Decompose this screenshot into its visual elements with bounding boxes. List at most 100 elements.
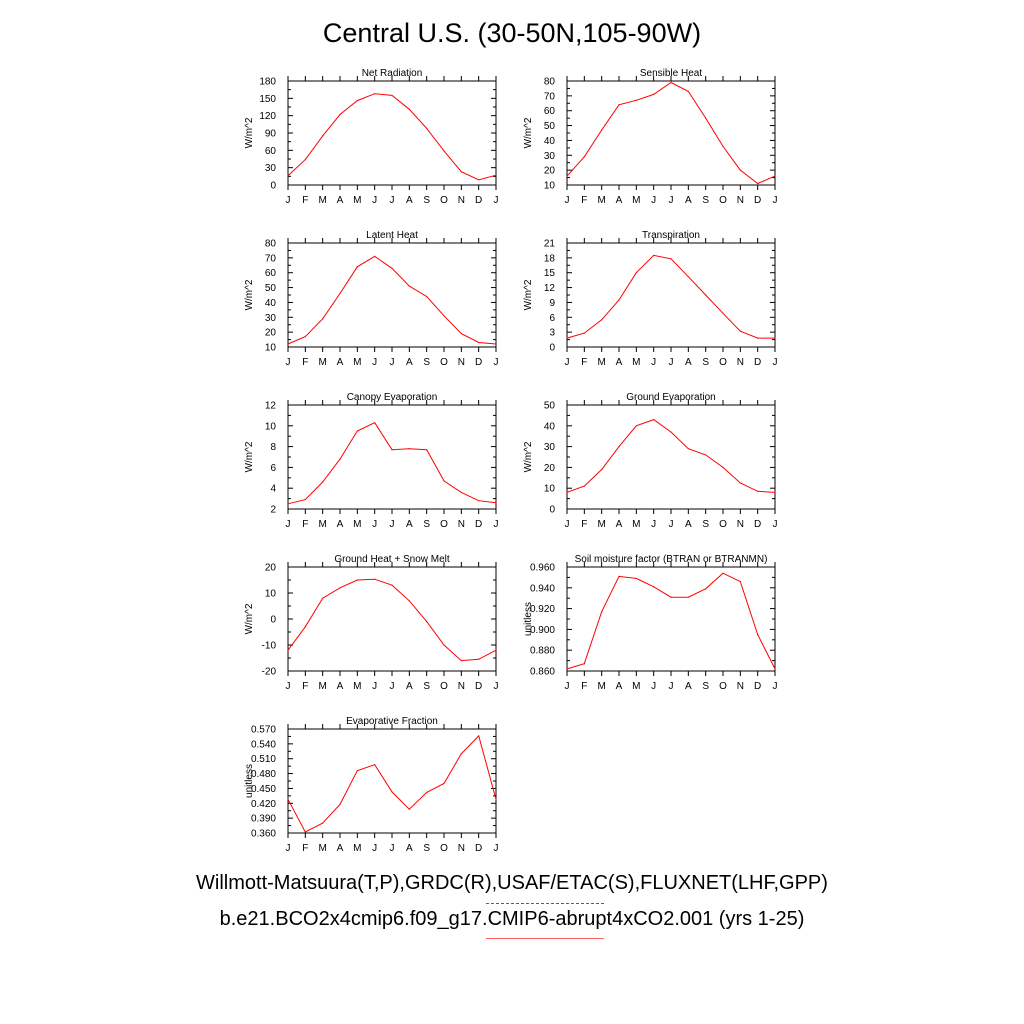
x-tick-label: J xyxy=(494,681,499,692)
x-tick-label: N xyxy=(737,681,744,692)
x-tick-label: J xyxy=(773,195,778,206)
x-tick-label: J xyxy=(390,681,395,692)
data-point xyxy=(374,255,376,257)
y-tick-label: 0.860 xyxy=(530,667,555,678)
y-tick-label: 0.880 xyxy=(530,646,555,657)
y-axis-label: W/m^2 xyxy=(244,441,255,472)
model-legend-text: b.e21.BCO2x4cmip6.f09_g17.CMIP6-abrupt4x… xyxy=(219,908,805,930)
x-tick-label: M xyxy=(353,357,361,368)
x-tick-label: J xyxy=(390,357,395,368)
data-point xyxy=(443,150,445,152)
y-tick-label: 120 xyxy=(259,111,276,122)
x-tick-label: M xyxy=(353,681,361,692)
y-tick-label: 50 xyxy=(544,401,556,412)
y-tick-label: 30 xyxy=(544,151,556,162)
x-tick-label: N xyxy=(737,357,744,368)
x-tick-label: M xyxy=(353,843,361,854)
data-point xyxy=(478,500,480,502)
data-point xyxy=(408,808,410,810)
chart-title: Ground Heat + Snow Melt xyxy=(334,554,450,565)
x-tick-label: D xyxy=(475,681,482,692)
data-point xyxy=(722,466,724,468)
y-tick-label: 60 xyxy=(265,268,277,279)
data-point xyxy=(757,634,759,636)
x-tick-label: S xyxy=(423,519,430,530)
x-tick-label: J xyxy=(565,195,570,206)
data-point xyxy=(322,822,324,824)
chart-title: Latent Heat xyxy=(366,230,418,241)
data-point xyxy=(304,499,306,501)
data-point xyxy=(426,621,428,623)
y-tick-label: 40 xyxy=(265,298,277,309)
x-tick-label: A xyxy=(616,195,623,206)
x-tick-label: J xyxy=(372,357,377,368)
plot-frame xyxy=(287,728,497,834)
data-point xyxy=(478,658,480,660)
data-point xyxy=(322,597,324,599)
x-tick-label: N xyxy=(737,195,744,206)
observations-legend-line xyxy=(486,903,604,904)
chart-title: Net Radiation xyxy=(362,68,423,79)
x-tick-label: J xyxy=(669,519,674,530)
x-tick-label: N xyxy=(458,843,465,854)
x-tick-label: F xyxy=(581,681,587,692)
data-point xyxy=(774,491,776,493)
y-tick-label: 10 xyxy=(265,343,277,354)
x-tick-label: J xyxy=(565,681,570,692)
y-tick-label: 0.510 xyxy=(251,754,276,765)
y-tick-label: 70 xyxy=(544,91,556,102)
data-point xyxy=(635,99,637,101)
x-tick-label: D xyxy=(475,519,482,530)
data-point xyxy=(356,770,358,772)
y-tick-label: 0 xyxy=(270,181,276,192)
data-point xyxy=(739,169,741,171)
data-point xyxy=(670,81,672,84)
x-tick-label: S xyxy=(702,195,709,206)
x-tick-label: J xyxy=(651,681,656,692)
y-tick-label: 0.900 xyxy=(530,625,555,636)
y-tick-label: 9 xyxy=(549,298,555,309)
data-point xyxy=(304,336,306,338)
data-point xyxy=(670,258,672,260)
y-tick-label: 0.570 xyxy=(251,725,276,736)
data-point xyxy=(670,596,672,598)
data-point xyxy=(583,332,585,334)
chart-title: Sensible Heat xyxy=(640,68,702,79)
chart-panel-8: Soil moisture factor (BTRAN or BTRANMN) u… xyxy=(523,554,778,692)
y-axis-label: W/m^2 xyxy=(523,117,534,148)
x-tick-label: N xyxy=(458,195,465,206)
y-axis-label: W/m^2 xyxy=(244,117,255,148)
series-line xyxy=(566,572,776,670)
y-tick-label: 0 xyxy=(270,615,276,626)
x-tick-label: A xyxy=(616,681,623,692)
y-tick-label: 21 xyxy=(544,239,556,250)
x-tick-label: J xyxy=(651,519,656,530)
y-tick-label: 0 xyxy=(549,343,555,354)
data-point xyxy=(687,448,689,450)
y-tick-label: 2 xyxy=(270,505,276,516)
x-tick-label: N xyxy=(458,519,465,530)
x-tick-label: D xyxy=(754,357,761,368)
data-point xyxy=(635,425,637,427)
x-tick-label: O xyxy=(719,357,727,368)
x-tick-label: S xyxy=(423,357,430,368)
x-tick-label: J xyxy=(651,195,656,206)
data-point xyxy=(356,266,358,268)
data-point xyxy=(356,579,358,581)
data-point xyxy=(583,156,585,158)
data-point xyxy=(618,299,620,301)
y-tick-label: 6 xyxy=(270,463,276,474)
data-point xyxy=(653,586,655,588)
y-tick-label: 10 xyxy=(265,421,277,432)
data-point xyxy=(426,449,428,451)
x-tick-label: D xyxy=(475,357,482,368)
y-tick-label: 20 xyxy=(265,563,277,574)
y-tick-label: 150 xyxy=(259,94,276,105)
y-tick-label: 12 xyxy=(544,283,556,294)
data-point xyxy=(391,584,393,586)
y-axis-label: unitless xyxy=(244,764,255,798)
data-point xyxy=(774,668,776,670)
